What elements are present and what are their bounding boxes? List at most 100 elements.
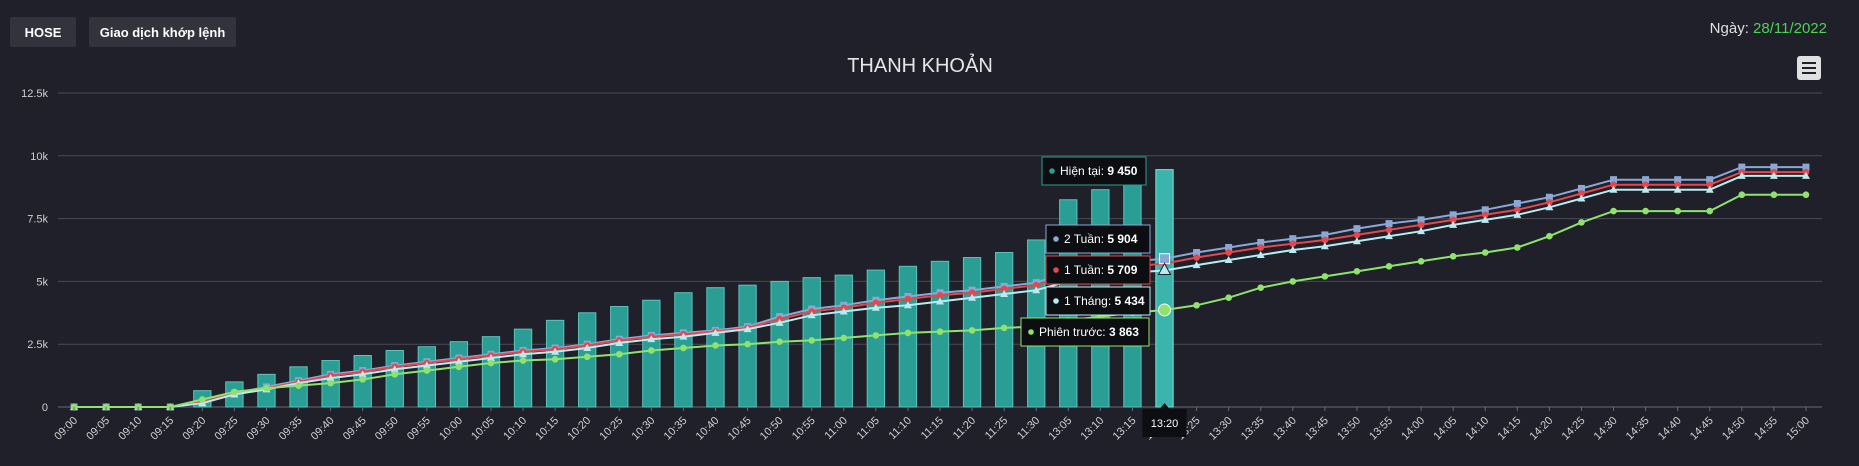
point — [1706, 181, 1714, 188]
point — [1289, 240, 1297, 248]
x-tick-label: 14:00 — [1399, 415, 1427, 443]
point — [199, 396, 206, 403]
x-tick-label: 14:25 — [1560, 415, 1588, 443]
x-tick-label: 10:20 — [565, 415, 593, 443]
bar-10:00 — [449, 341, 469, 408]
tooltip-box — [1045, 286, 1151, 316]
matched-trading-button[interactable]: Giao dịch khớp lệnh — [89, 17, 236, 47]
point — [1256, 251, 1265, 259]
x-tick-label: 09:35 — [277, 415, 305, 443]
tooltip-current: Hiện tại: 9 450 — [1041, 156, 1147, 186]
x-tick-label: 14:45 — [1688, 415, 1716, 443]
point — [1513, 210, 1522, 218]
tooltip-dot — [1053, 267, 1059, 273]
point — [1225, 243, 1233, 251]
x-tick-label: 10:15 — [533, 415, 561, 443]
x-tick-label: 09:20 — [180, 415, 208, 443]
point — [904, 295, 912, 303]
point — [904, 329, 912, 337]
point — [422, 361, 431, 369]
point — [327, 379, 334, 387]
tooltip-series-3: 1 Tháng: 5 434 — [1045, 286, 1151, 316]
point — [1192, 261, 1201, 269]
x-tick-label: 09:15 — [148, 415, 176, 443]
x-tick-label: 10:35 — [662, 415, 690, 443]
y-tick-label: 5k — [36, 276, 48, 288]
hover-marker — [1158, 303, 1172, 317]
point — [775, 318, 784, 326]
time-box — [1142, 409, 1187, 437]
y-tick-label: 12.5k — [21, 88, 48, 100]
x-tick-label: 10:40 — [694, 415, 722, 443]
x-tick-label: 13:35 — [1239, 415, 1267, 443]
point — [1257, 284, 1265, 291]
point — [1481, 206, 1489, 214]
point — [1352, 237, 1361, 245]
x-tick-label: 09:05 — [84, 415, 112, 443]
point — [1738, 191, 1746, 199]
point — [1545, 203, 1554, 211]
point — [712, 342, 719, 349]
point — [1449, 211, 1457, 219]
hamburger-menu-icon[interactable] — [1797, 56, 1821, 80]
point — [1642, 181, 1649, 188]
point — [1546, 198, 1553, 206]
tooltip-label: Hiện tại: — [1060, 164, 1107, 178]
point — [968, 327, 976, 334]
tooltip-text: Hiện tại: 9 450 — [1060, 164, 1138, 178]
tooltip-dot — [1053, 298, 1059, 304]
x-tick-label: 13:55 — [1367, 415, 1395, 443]
point — [1288, 246, 1297, 253]
x-tick-label: 14:50 — [1720, 415, 1748, 443]
x-tick-label: 15:00 — [1784, 415, 1812, 443]
point — [743, 325, 752, 333]
x-tick-label: 11:10 — [887, 415, 914, 442]
exchange-button[interactable]: HOSE — [10, 17, 76, 47]
point — [263, 384, 270, 392]
bar-10:10 — [513, 328, 533, 408]
point — [1769, 171, 1778, 179]
y-tick-label: 10k — [30, 151, 48, 163]
point — [1610, 176, 1618, 184]
tooltip-time: 13:20 — [1142, 403, 1187, 437]
x-tick-label: 11:20 — [951, 415, 978, 442]
point — [1000, 285, 1008, 293]
point — [936, 291, 944, 299]
bar-13:20 — [1155, 169, 1174, 408]
tooltip-label: 1 Tuần: — [1064, 263, 1107, 277]
point — [391, 371, 399, 378]
point — [295, 382, 302, 389]
x-tick-label: 11:25 — [983, 415, 1010, 442]
point — [1193, 301, 1200, 309]
tooltip-value: 5 904 — [1107, 232, 1137, 246]
point — [1224, 256, 1233, 264]
point — [1257, 238, 1265, 246]
point — [1321, 273, 1329, 280]
x-tick-label: 10:50 — [758, 415, 786, 443]
point — [487, 359, 495, 367]
point — [1000, 289, 1009, 297]
point — [423, 367, 431, 374]
point — [1546, 232, 1553, 240]
bar-10:05 — [481, 336, 501, 408]
trading-date: Ngày: 28/11/2022 — [1710, 20, 1827, 37]
point — [1738, 163, 1746, 171]
point — [1417, 216, 1425, 224]
point — [1289, 235, 1297, 243]
x-tick-label: 14:20 — [1528, 415, 1556, 443]
tooltip-series-2: 1 Tuần: 5 709 — [1045, 255, 1151, 285]
point — [358, 370, 367, 378]
tooltip-text: 1 Tháng: 5 434 — [1064, 294, 1145, 308]
tooltip-text: 2 Tuần: 5 904 — [1064, 232, 1138, 246]
point — [1705, 185, 1714, 193]
point — [1481, 215, 1490, 223]
point — [936, 328, 944, 335]
bar-10:15 — [545, 319, 565, 408]
x-tick-label: 09:10 — [116, 415, 144, 443]
point — [1514, 244, 1521, 251]
point — [1032, 281, 1040, 289]
tooltip-label: 1 Tháng: — [1064, 294, 1114, 308]
point — [1737, 171, 1746, 179]
point — [1417, 221, 1425, 229]
x-tick-label: 13:40 — [1271, 415, 1299, 443]
